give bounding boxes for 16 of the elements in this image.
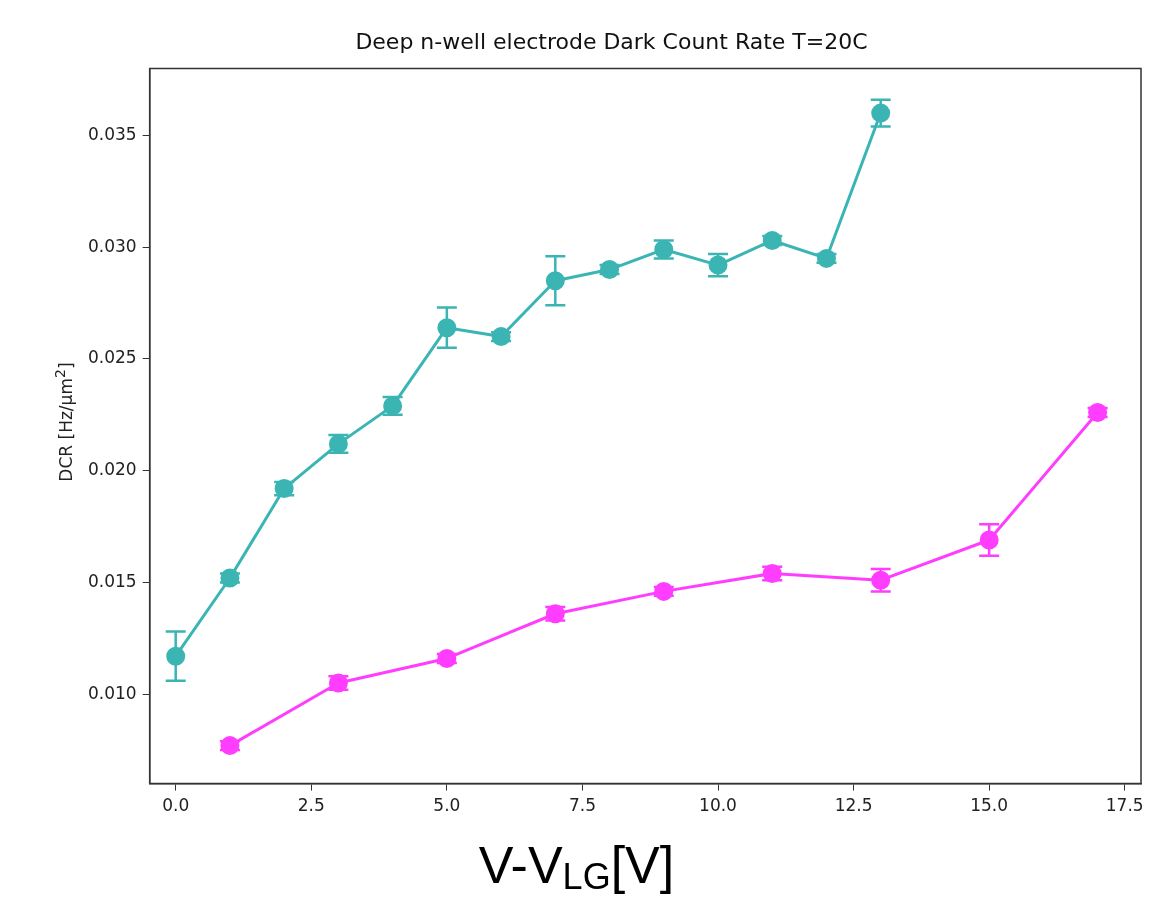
y-tick-label: 0.030: [88, 235, 137, 256]
x-tick-label: 0.0: [162, 795, 190, 816]
y-tick-label: 0.015: [88, 570, 137, 591]
x-tick-label: 15.0: [970, 795, 1009, 816]
y-tick-label: 0.020: [88, 459, 137, 480]
y-tick-label: 0.035: [88, 123, 137, 144]
x-axis-title: V-V$_{LG}$[V]: [477, 835, 676, 898]
x-tick-label: 7.5: [568, 795, 596, 816]
x-tick-label: 12.5: [834, 795, 873, 816]
y-tick-label: 0.010: [88, 682, 137, 703]
x-tick-label: 2.5: [297, 795, 325, 816]
x-tick-label: 5.0: [433, 795, 461, 816]
y-tick-label: 0.025: [88, 347, 137, 368]
x-tick-label: 17.5: [1105, 795, 1144, 816]
chart-title: Deep n-well electrode Dark Count Rate T=20C: [355, 28, 868, 54]
x-tick-label: 10.0: [699, 795, 737, 816]
